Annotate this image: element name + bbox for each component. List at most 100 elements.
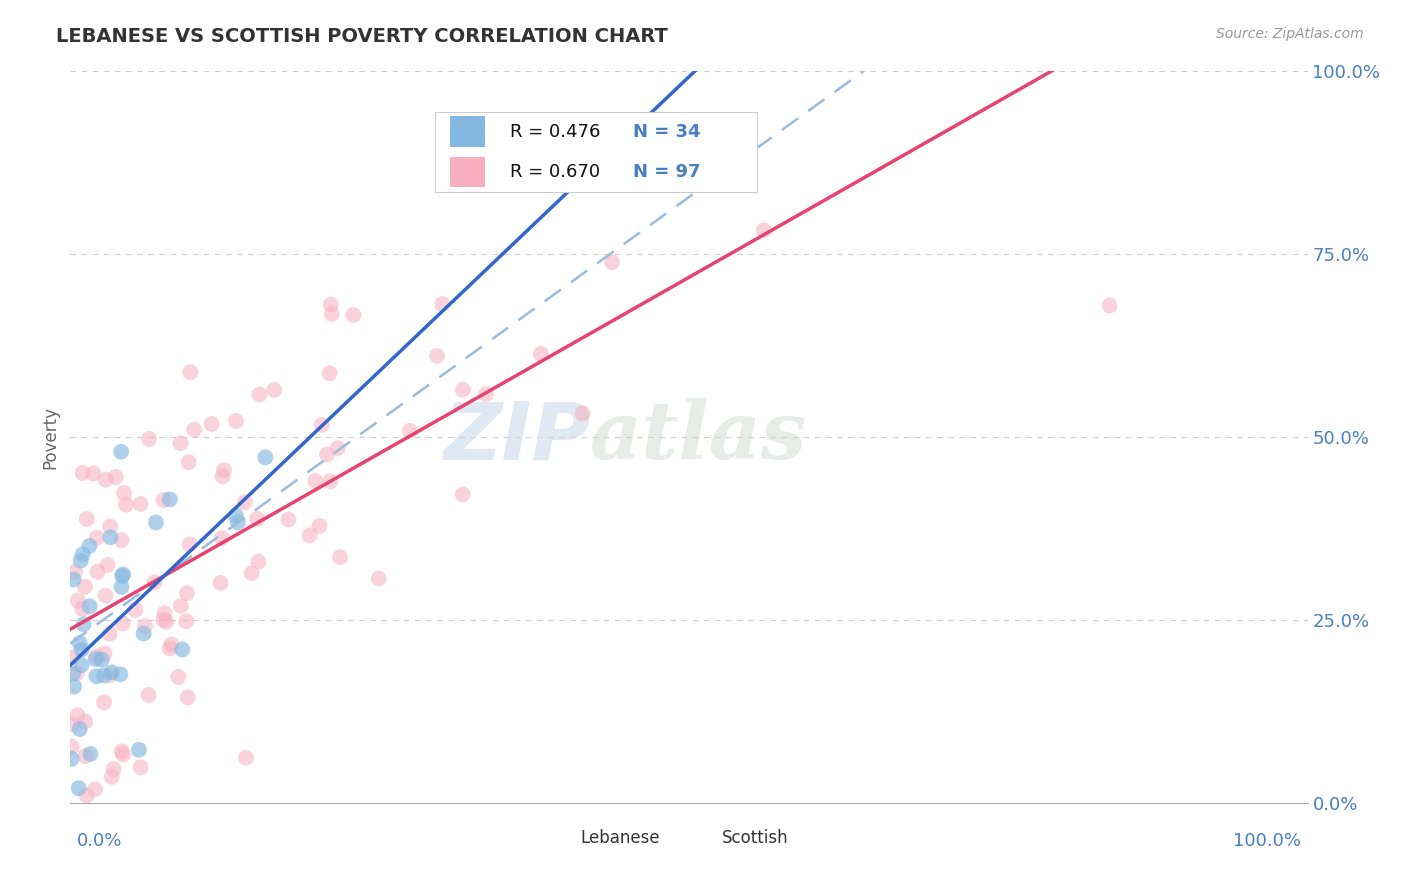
Point (110, 444, 132, 458)
Point (84, 652, 107, 666)
Point (112, 486, 135, 500)
Point (451, 383, 474, 397)
Point (79, 599, 101, 614)
Point (432, 297, 454, 311)
Point (152, 492, 174, 507)
Point (94, 473, 117, 487)
Point (76, 512, 98, 526)
Point (326, 442, 349, 456)
Point (399, 424, 422, 438)
Point (60, 739, 83, 754)
Point (111, 747, 134, 762)
Point (93, 668, 115, 682)
Point (111, 616, 134, 631)
Point (100, 665, 122, 680)
Point (75, 748, 97, 763)
Point (233, 495, 256, 509)
Point (60, 752, 83, 766)
Point (82, 467, 104, 481)
Text: Source: ZipAtlas.com: Source: ZipAtlas.com (1216, 27, 1364, 41)
Point (176, 690, 198, 705)
Point (69, 722, 91, 736)
Point (451, 487, 474, 501)
Point (159, 641, 181, 656)
Point (86, 531, 108, 545)
Text: LEBANESE VS SCOTTISH POVERTY CORRELATION CHART: LEBANESE VS SCOTTISH POVERTY CORRELATION… (56, 27, 668, 45)
Point (129, 497, 152, 511)
Bar (683, 826, 710, 850)
Point (367, 571, 389, 585)
Point (211, 469, 233, 483)
Point (321, 307, 343, 321)
Point (98, 668, 121, 682)
Point (111, 533, 134, 548)
Point (70, 643, 93, 657)
Point (530, 347, 553, 361)
Text: atlas: atlas (591, 399, 807, 475)
Point (84, 649, 107, 664)
Point (200, 417, 222, 431)
Text: N = 97: N = 97 (633, 163, 700, 181)
Text: Scottish: Scottish (723, 830, 789, 847)
Point (475, 387, 498, 401)
Point (246, 512, 269, 526)
Point (90, 653, 112, 667)
Point (176, 586, 198, 600)
Point (60, 717, 83, 731)
Point (79, 539, 101, 553)
Text: R = 0.670: R = 0.670 (509, 163, 600, 181)
Point (76, 789, 98, 803)
Point (111, 744, 134, 758)
Point (145, 516, 167, 530)
Point (159, 492, 181, 507)
Point (225, 508, 247, 523)
Point (179, 365, 201, 379)
Point (247, 555, 270, 569)
Point (72, 466, 94, 480)
Point (1098, 298, 1121, 312)
Point (63, 565, 86, 579)
Point (70, 658, 93, 673)
Point (143, 575, 166, 590)
Point (128, 743, 150, 757)
Point (66, 593, 89, 607)
Point (138, 688, 160, 702)
Point (98, 519, 121, 533)
FancyBboxPatch shape (436, 112, 756, 192)
Point (311, 417, 333, 432)
Point (752, 223, 775, 237)
Point (100, 770, 122, 784)
Point (211, 531, 233, 545)
Bar (450, 157, 485, 187)
Point (93, 695, 115, 709)
Point (304, 474, 326, 488)
Point (318, 366, 340, 380)
Point (62, 666, 84, 681)
Point (67, 781, 90, 796)
Point (84, 782, 107, 797)
Point (79, 747, 101, 761)
Point (111, 567, 134, 582)
Point (616, 137, 638, 152)
Point (98, 626, 121, 640)
Point (600, 255, 623, 269)
Point (100, 530, 122, 544)
Point (66, 666, 89, 681)
Point (316, 448, 339, 462)
Point (72, 547, 94, 561)
Point (72, 602, 94, 616)
Point (69, 636, 91, 650)
Point (103, 762, 125, 776)
Point (155, 615, 177, 629)
Point (177, 455, 200, 469)
Text: 100.0%: 100.0% (1233, 832, 1302, 850)
Point (110, 667, 132, 681)
Point (63, 680, 86, 694)
Text: 0.0%: 0.0% (76, 832, 122, 850)
Text: Lebanese: Lebanese (581, 830, 659, 847)
Point (66, 708, 89, 723)
Point (62, 650, 84, 665)
Text: ZIP: ZIP (443, 398, 591, 476)
Point (571, 406, 593, 420)
Point (96, 558, 118, 572)
